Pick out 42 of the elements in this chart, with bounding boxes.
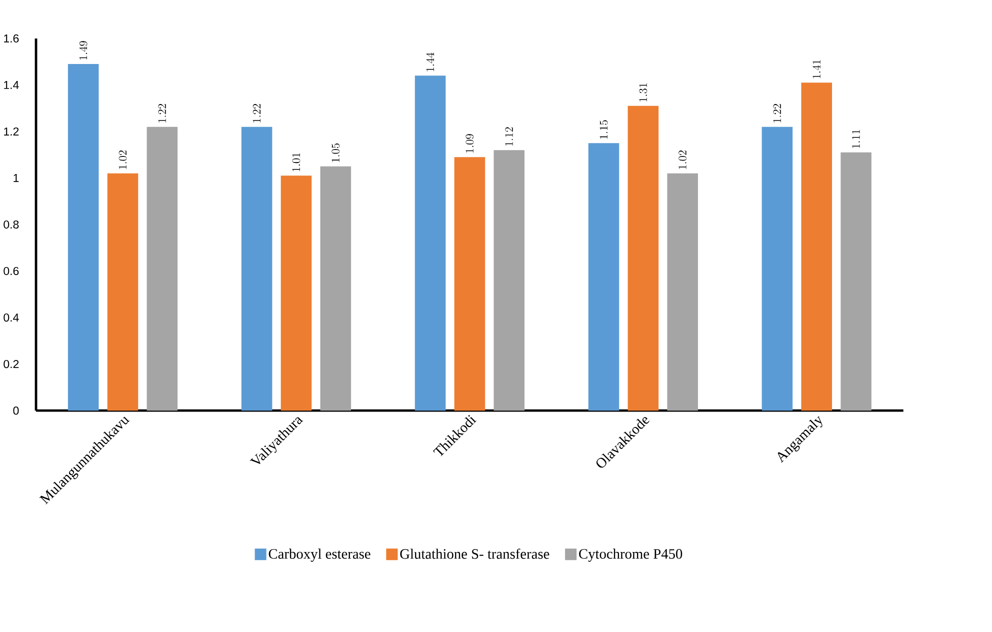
bar [241, 126, 272, 411]
bar [107, 173, 138, 411]
bar [320, 166, 352, 411]
y-tick-label: 1.4 [4, 81, 19, 90]
y-tick-label: 1.2 [4, 128, 19, 136]
legend-label: Carboxyl esterase [268, 548, 370, 562]
bar [414, 76, 446, 411]
y-tick-label: 0 [13, 406, 19, 415]
data-label: 1 .41 [812, 60, 820, 78]
y-tick-label: 0.8 [4, 220, 19, 229]
legend-label: Glutathione S- transferase [400, 548, 550, 559]
data-label: 1 .22 [252, 104, 261, 123]
y-tick-label: 0.6 [4, 267, 19, 276]
data-label: 1 . 12 [505, 127, 513, 146]
data-label: 1 .22 [773, 104, 781, 123]
bar [801, 82, 832, 411]
data-label: 1 .02 [118, 150, 127, 170]
bar [280, 176, 312, 411]
data-label: 1 .02 [678, 150, 687, 170]
data-label: 1 .01 [292, 153, 300, 172]
data-label: 1 .44 [426, 52, 434, 72]
y-tick-label: 0.2 [4, 360, 19, 368]
data-label: 1 . 15 [600, 120, 608, 139]
data-label: 1 .31 [639, 84, 648, 102]
bar [146, 126, 178, 411]
bar [68, 64, 99, 411]
bar [494, 150, 524, 411]
bar [840, 152, 872, 411]
y-tick-label: 1 [14, 174, 19, 182]
legend-label: Cytochrome P450 [579, 548, 682, 562]
data-label: 1 . 11 [852, 130, 860, 148]
bar [628, 106, 659, 411]
bar [588, 143, 620, 411]
bar [454, 157, 486, 411]
y-tick-label: 1.6 [4, 34, 19, 43]
data-label: 1 .09 [466, 134, 474, 153]
data-label: 1 .05 [332, 144, 340, 162]
data-label: 1 .22 [158, 104, 166, 123]
y-tick-label: 0.4 [4, 314, 19, 322]
data-label: 1 .49 [79, 41, 88, 60]
bar [667, 173, 698, 411]
bar [762, 126, 793, 411]
